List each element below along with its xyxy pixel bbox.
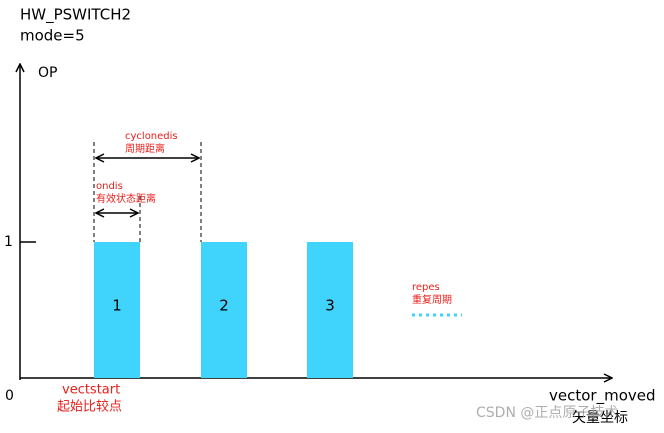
annotation: cyclonedis (125, 131, 178, 142)
watermark: CSDN @正点原子技术 (476, 405, 618, 421)
pulse (94, 242, 140, 378)
annotation: 周期距离 (125, 142, 165, 155)
title-line: mode=5 (20, 27, 85, 45)
annotation: 有效状态距离 (96, 192, 156, 205)
level-label: 1 (4, 234, 13, 250)
pulse-label: 1 (112, 297, 122, 315)
pulse (201, 242, 247, 378)
annotation: 重复周期 (412, 293, 452, 306)
pulse (307, 242, 353, 378)
x-axis-label: vector_moved (549, 387, 656, 406)
x-axis-label: 矢量坐标 (572, 410, 628, 426)
annotation: ondis (96, 181, 123, 192)
guides (93, 142, 202, 242)
pulse-label: 2 (219, 297, 229, 315)
pulse-label: 3 (325, 297, 335, 315)
annotation: 起始比较点 (57, 400, 122, 415)
origin-label: 0 (5, 388, 14, 404)
annotation: repes (412, 282, 440, 293)
annotation: vectstart (62, 383, 120, 398)
title-line: HW_PSWITCH2 (20, 6, 131, 25)
y-axis-label: OP (38, 65, 57, 81)
